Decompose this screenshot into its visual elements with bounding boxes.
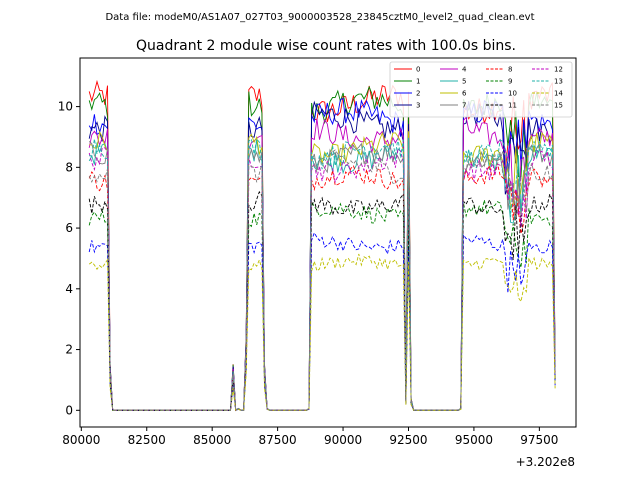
y-tick-label: 4 — [65, 282, 73, 296]
series-line-15 — [88, 149, 556, 412]
legend-label: 8 — [508, 66, 512, 74]
x-tick-label: 95000 — [455, 433, 493, 447]
y-tick-label: 10 — [58, 100, 73, 114]
x-tick-label: 85000 — [193, 433, 231, 447]
plot-lines — [88, 79, 556, 412]
legend-label: 12 — [554, 66, 563, 74]
series-line-6 — [89, 130, 556, 412]
y-tick-label: 0 — [65, 403, 73, 417]
suptitle: Data file: modeM0/AS1A07_027T03_90000035… — [105, 12, 534, 23]
x-axis: 80000 82500 85000 87500 90000 92500 95000 97500 — [62, 427, 558, 447]
x-tick-label: 90000 — [324, 433, 362, 447]
y-tick-label: 8 — [65, 160, 73, 174]
plot-frame — [79, 57, 577, 428]
legend-label: 7 — [462, 102, 466, 110]
legend-label: 1 — [416, 78, 420, 86]
series-line-1 — [88, 85, 556, 412]
legend-label: 5 — [462, 78, 466, 86]
series-line-8 — [88, 163, 556, 412]
series-line-2 — [88, 97, 556, 412]
x-tick-label: 80000 — [62, 433, 100, 447]
legend-label: 10 — [508, 90, 517, 98]
series-line-14 — [88, 253, 556, 411]
y-tick-label: 2 — [65, 343, 73, 357]
legend-label: 6 — [462, 90, 467, 98]
x-tick-label: 97500 — [520, 433, 558, 447]
series-line-3 — [88, 100, 556, 412]
legend-label: 14 — [554, 90, 563, 98]
legend-label: 15 — [554, 102, 563, 110]
x-offset-text: +3.202e8 — [516, 455, 575, 469]
legend-box — [389, 61, 573, 118]
y-tick-label: 6 — [65, 221, 73, 235]
x-tick-label: 87500 — [259, 433, 297, 447]
x-tick-label: 82500 — [128, 433, 166, 447]
legend-label: 9 — [508, 78, 512, 86]
legend-label: 11 — [508, 102, 517, 110]
series-line-11 — [88, 190, 556, 411]
x-tick-label: 92500 — [389, 433, 427, 447]
legend-label: 0 — [416, 66, 420, 74]
legend-label: 13 — [554, 78, 563, 86]
legend-label: 2 — [416, 90, 420, 98]
legend-label: 4 — [462, 66, 467, 74]
series-line-9 — [88, 199, 556, 411]
chart-title: Quadrant 2 module wise count rates with … — [136, 38, 516, 54]
y-axis: 0 2 4 6 8 10 — [58, 100, 80, 417]
legend-label: 3 — [416, 102, 420, 110]
